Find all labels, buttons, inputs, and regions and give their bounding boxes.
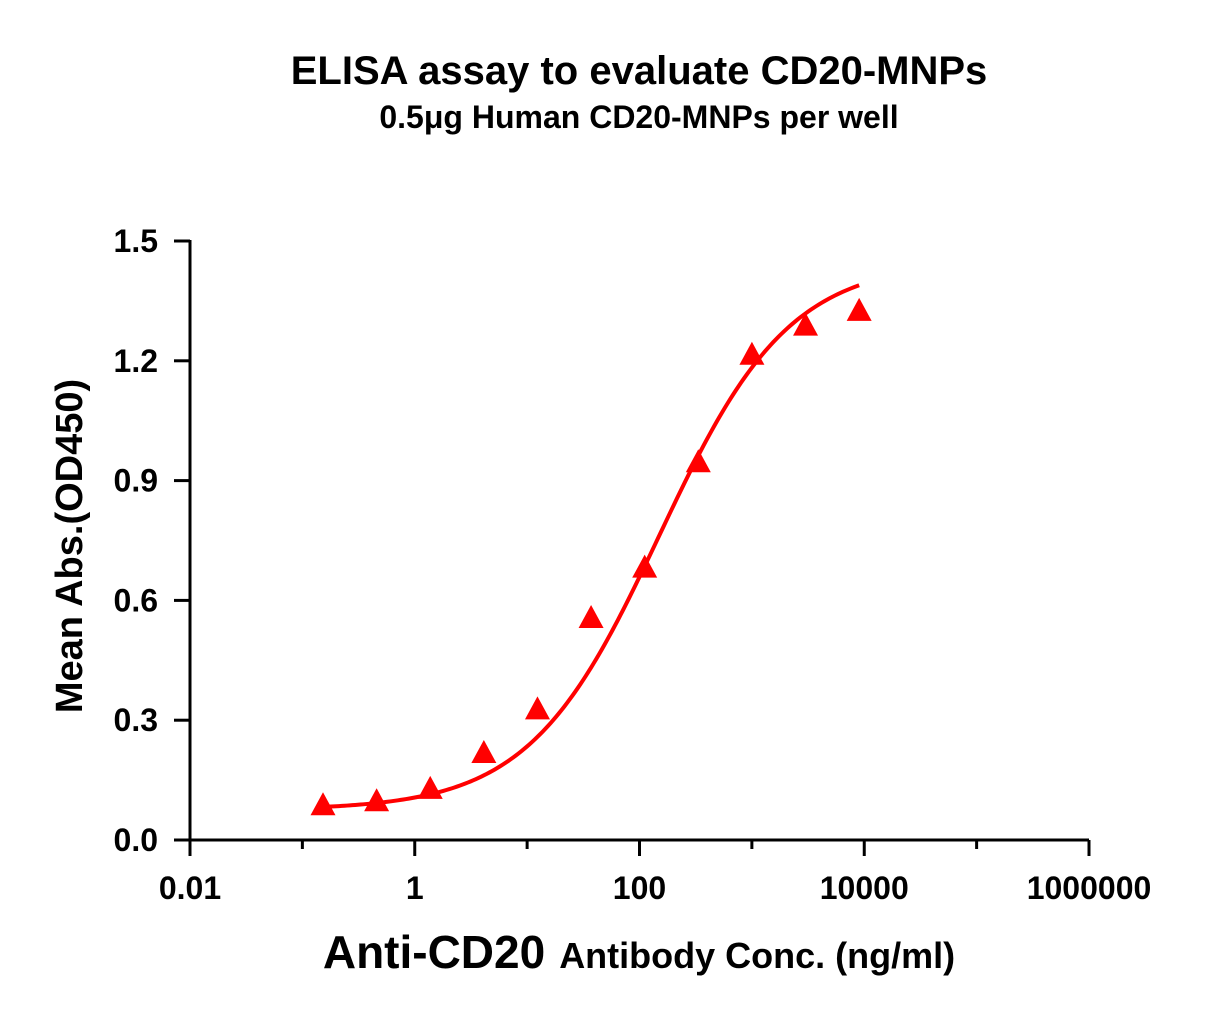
data-point: [846, 297, 872, 321]
y-tick-label: 0.0: [114, 822, 158, 858]
chart-subtitle: 0.5μg Human CD20-MNPs per well: [379, 99, 898, 135]
chart-title: ELISA assay to evaluate CD20-MNPs: [291, 49, 988, 93]
data-point: [417, 775, 443, 799]
y-tick-label: 0.6: [114, 582, 158, 618]
data-point: [364, 788, 390, 812]
y-tick-label: 0.9: [114, 463, 158, 499]
data-point: [632, 554, 658, 578]
y-axis-label: Mean Abs.(OD450): [49, 379, 91, 713]
x-axis-label-prefix: Anti-CD20: [323, 926, 545, 978]
x-tick-label: 10000: [820, 870, 909, 906]
data-point: [578, 604, 604, 628]
y-axis-ticks: 0.0 0.3 0.6 0.9 1.2 1.5: [114, 223, 190, 858]
data-point: [471, 739, 497, 763]
x-tick-label: 1: [406, 870, 424, 906]
fit-curve: [322, 283, 860, 809]
data-point: [524, 696, 550, 720]
y-tick-label: 1.2: [114, 343, 158, 379]
x-tick-label: 0.01: [159, 870, 221, 906]
y-tick-label: 1.5: [114, 223, 158, 259]
x-axis-ticks: 0.01 1 100 10000 1000000: [159, 840, 1151, 906]
data-point: [739, 341, 765, 365]
data-point: [685, 449, 711, 473]
x-axis-label-suffix: Antibody Conc. (ng/ml): [559, 935, 955, 976]
data-point: [310, 792, 336, 816]
x-axis-label: Anti-CD20 Antibody Conc. (ng/ml): [323, 926, 955, 978]
data-point: [793, 312, 819, 336]
axes: [188, 240, 1089, 842]
fit-curve-layer: [322, 283, 860, 809]
y-tick-label: 0.3: [114, 702, 158, 738]
x-tick-label: 100: [613, 870, 666, 906]
data-points-layer: [310, 297, 872, 816]
x-tick-label: 1000000: [1027, 870, 1152, 906]
